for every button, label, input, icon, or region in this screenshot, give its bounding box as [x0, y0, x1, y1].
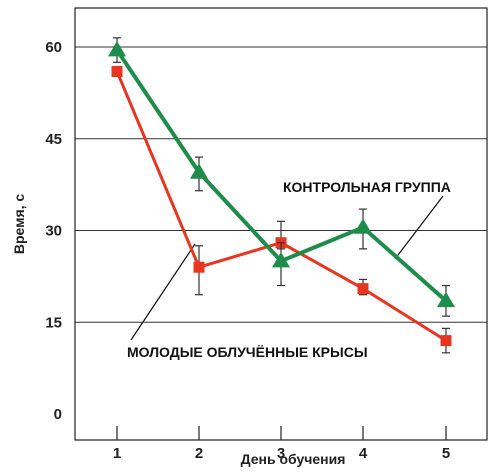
data-point-triangle	[190, 163, 208, 179]
y-tick-label: 30	[45, 223, 62, 240]
y-tick-label: 15	[45, 314, 62, 331]
annotation-irradiated-rats: МОЛОДЫЕ ОБЛУЧЁННЫЕ КРЫСЫ	[127, 344, 368, 360]
x-tick-label: 4	[359, 445, 368, 462]
series-line	[115, 70, 447, 342]
x-tick-label: 1	[113, 445, 121, 462]
annotation-leader	[394, 195, 444, 260]
data-point-square	[357, 283, 369, 295]
data-point-triangle	[354, 218, 372, 234]
data-point-triangle	[272, 252, 290, 268]
data-point-square	[193, 261, 205, 273]
y-axis-title: Время, с	[11, 194, 27, 255]
x-tick-label: 5	[442, 445, 450, 462]
x-tick-label: 3	[277, 445, 285, 462]
y-tick-label: 60	[45, 39, 62, 56]
annotations: КОНТРОЛЬНАЯ ГРУППА МОЛОДЫЕ ОБЛУЧЁННЫЕ КРЫ…	[127, 179, 451, 360]
annotation-leader	[130, 243, 196, 341]
series-control	[108, 37, 455, 317]
x-axis-title: День обучения	[241, 451, 346, 467]
x-tick-label: 2	[195, 445, 203, 462]
annotation-control-group: КОНТРОЛЬНАЯ ГРУППА	[283, 179, 451, 195]
y-tick-label: 0	[54, 406, 62, 423]
data-point-triangle	[108, 41, 126, 57]
data-point-square	[111, 65, 123, 77]
y-tick-label: 45	[45, 131, 62, 148]
data-point-triangle	[437, 291, 455, 308]
series	[108, 37, 455, 354]
series-irradiated	[111, 65, 452, 354]
data-point-square	[440, 335, 452, 347]
